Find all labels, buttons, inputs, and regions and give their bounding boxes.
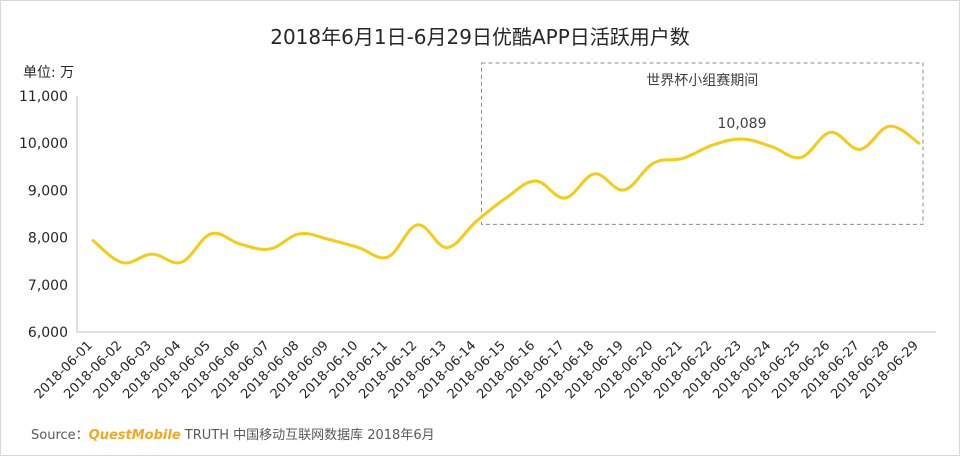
highlight-box bbox=[481, 62, 924, 225]
x-tick-labels: 2018-06-012018-06-022018-06-032018-06-04… bbox=[32, 338, 922, 402]
y-axis-unit-label: 单位: 万 bbox=[23, 65, 74, 81]
y-tick-label: 6,000 bbox=[28, 325, 68, 341]
y-tick-label: 7,000 bbox=[28, 278, 68, 294]
highlight-label: 世界杯小组赛期间 bbox=[646, 73, 758, 89]
y-tick-label: 11,000 bbox=[19, 89, 68, 105]
y-tick-label: 10,000 bbox=[19, 136, 68, 152]
y-tick-labels: 6,000 7,000 8,000 9,000 10,000 11,000 bbox=[19, 89, 68, 341]
source-note: Source：QuestMobile TRUTH 中国移动互联网数据库 2018… bbox=[31, 424, 435, 443]
y-tick-label: 9,000 bbox=[28, 183, 68, 199]
source-prefix: Source： bbox=[31, 428, 89, 443]
world-cup-highlight: 世界杯小组赛期间 bbox=[481, 62, 924, 225]
source-text: TRUTH 中国移动互联网数据库 2018年6月 bbox=[180, 428, 435, 443]
chart-title: 2018年6月1日-6月29日优酷APP日活跃用户数 bbox=[270, 25, 690, 49]
y-tick-label: 8,000 bbox=[28, 231, 68, 247]
axes bbox=[76, 96, 936, 333]
series-lines bbox=[91, 124, 921, 265]
data-label: 10,089 bbox=[718, 116, 767, 132]
source-brand: QuestMobile bbox=[88, 428, 181, 443]
data-annotations: 10,089 bbox=[718, 116, 767, 132]
series-line bbox=[91, 124, 921, 265]
